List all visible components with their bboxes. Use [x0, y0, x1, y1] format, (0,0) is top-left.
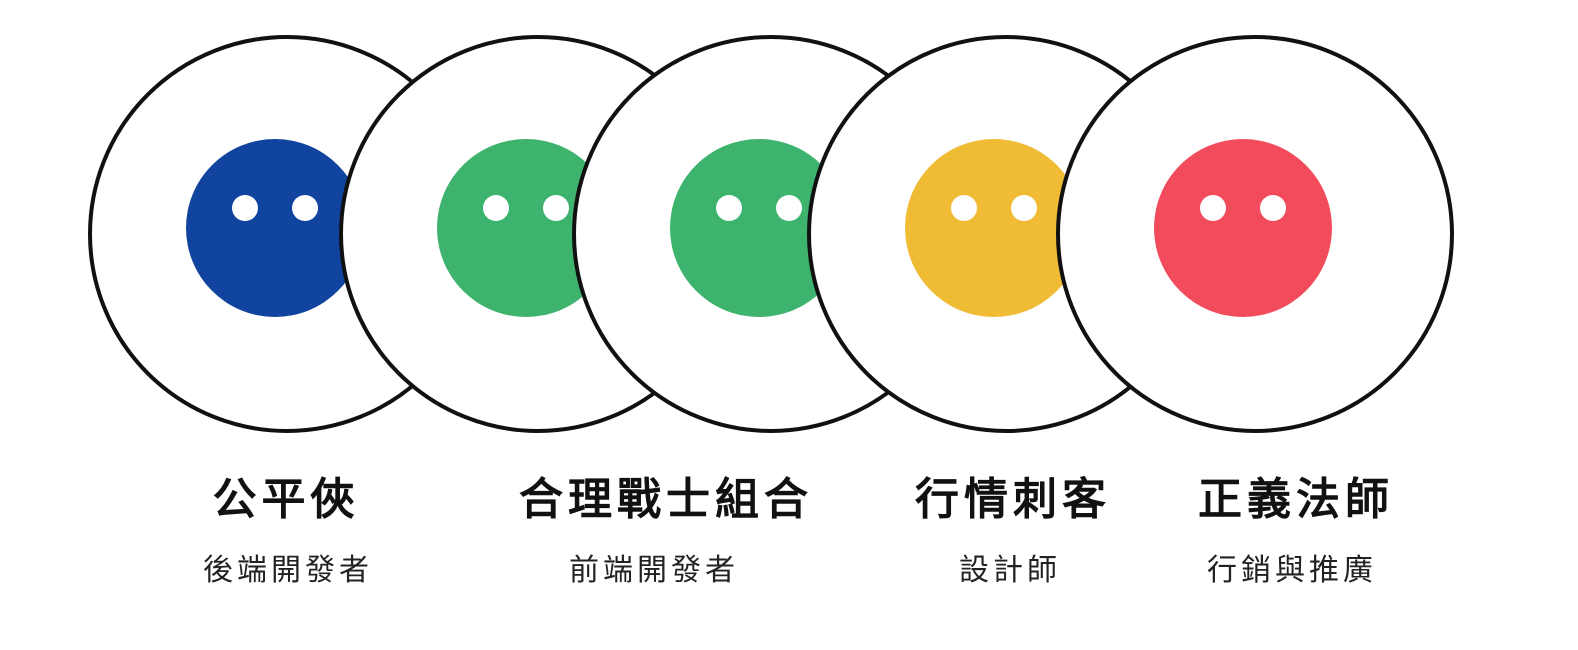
- member-title-2: 合理戰士組合: [519, 474, 813, 525]
- member-role-1: 後端開發者: [203, 553, 373, 588]
- right-eye: [543, 195, 569, 221]
- member-title-4: 行情刺客: [915, 474, 1111, 525]
- left-eye: [483, 195, 509, 221]
- left-eye: [1200, 195, 1226, 221]
- right-eye: [292, 195, 318, 221]
- left-eye: [232, 195, 258, 221]
- face-disc: [1154, 139, 1332, 317]
- member-role-5: 行銷與推廣: [1207, 553, 1377, 588]
- face-icon: [1154, 139, 1332, 317]
- member-role-4: 設計師: [959, 553, 1061, 588]
- member-title-5: 正義法師: [1198, 474, 1394, 525]
- member-role-2: 前端開發者: [569, 553, 739, 588]
- face-icon: [670, 139, 848, 317]
- member-title-1: 公平俠: [212, 474, 360, 525]
- face-icon: [437, 139, 615, 317]
- face-disc: [905, 139, 1083, 317]
- left-eye: [951, 195, 977, 221]
- face-icon: [186, 139, 364, 317]
- right-eye: [1260, 195, 1286, 221]
- face-disc: [186, 139, 364, 317]
- face-icon: [905, 139, 1083, 317]
- member-circle-5: [1056, 35, 1454, 433]
- right-eye: [776, 195, 802, 221]
- face-disc: [670, 139, 848, 317]
- right-eye: [1011, 195, 1037, 221]
- left-eye: [716, 195, 742, 221]
- face-disc: [437, 139, 615, 317]
